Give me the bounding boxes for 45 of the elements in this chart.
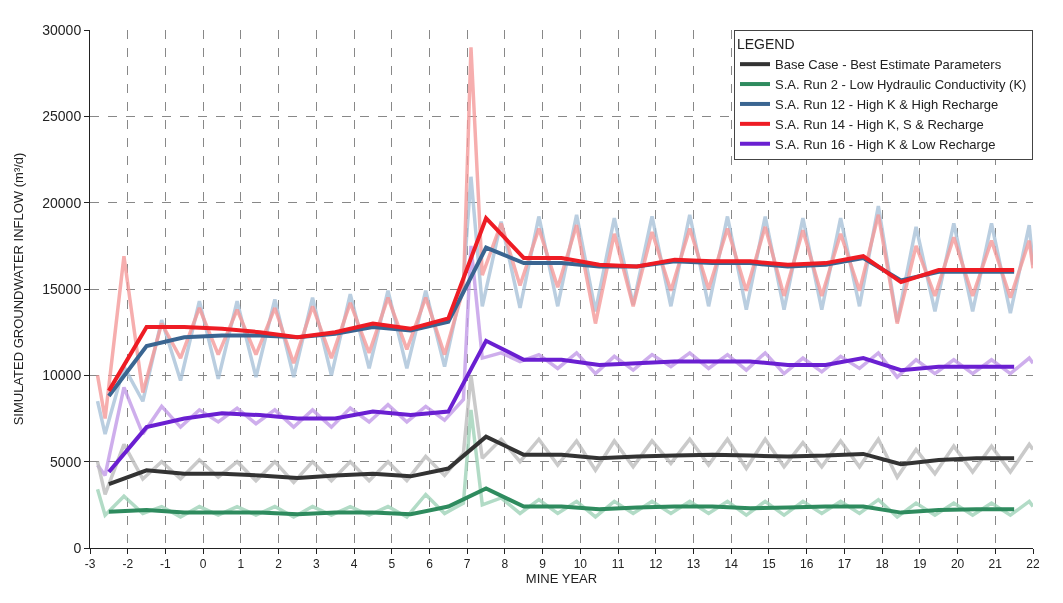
y-axis-title: SIMULATED GROUNDWATER INFLOW (m³/d) [11,152,27,426]
x-tick-label: 21 [988,557,1003,572]
legend-label: Base Case - Best Estimate Parameters [775,57,1002,73]
x-tick-label: 22 [1026,557,1040,572]
y-tick-label: 30000 [42,21,82,38]
y-tick-label: 5000 [50,453,82,470]
line-series [106,338,1017,475]
x-tick-label: 11 [611,557,625,572]
x-tick-label: 17 [837,557,852,572]
x-tick-label: 2 [275,557,283,572]
line-series [106,486,1017,517]
y-tick-label: 20000 [42,194,82,211]
legend-label: S.A. Run 14 - High K, S & Recharge [775,116,984,132]
x-tick-label: 4 [350,557,358,572]
y-tick-label: 25000 [42,108,82,125]
x-tick-label: 15 [762,557,776,572]
x-axis-title: MINE YEAR [525,571,598,587]
x-tick-label: 19 [913,557,927,572]
legend-label: S.A. Run 2 - Low Hydraulic Conductivity (K) [775,77,1027,93]
x-tick-label: 9 [539,557,547,572]
x-tick-label: 8 [501,557,509,572]
x-tick-label: 16 [800,557,814,572]
legend-title: LEGEND [737,36,795,53]
y-tick-label: 10000 [42,367,82,384]
x-tick-label: 18 [875,557,890,572]
x-tick-label: -1 [160,557,172,572]
x-tick-label: 0 [199,557,207,572]
line-series [106,216,1017,393]
x-tick-label: -2 [122,557,134,572]
y-tick-label: 0 [73,539,82,556]
x-tick-label: 13 [686,557,701,572]
x-tick-label: 10 [573,557,588,572]
x-tick-label: 1 [237,557,245,572]
x-tick-label: 12 [649,557,663,572]
y-tick-label: 15000 [42,280,82,297]
x-tick-label: 5 [388,557,396,572]
legend-label: S.A. Run 16 - High K & Low Recharge [775,136,996,152]
x-tick-label: 14 [724,557,739,572]
line-series [106,434,1017,487]
x-tick-label: 3 [312,557,320,572]
x-tick-label: 7 [463,557,471,572]
x-tick-label: 6 [426,557,434,572]
legend-label: S.A. Run 12 - High K & High Recharge [775,97,999,113]
x-tick-label: 20 [950,557,965,572]
x-tick-label: -3 [84,557,96,572]
